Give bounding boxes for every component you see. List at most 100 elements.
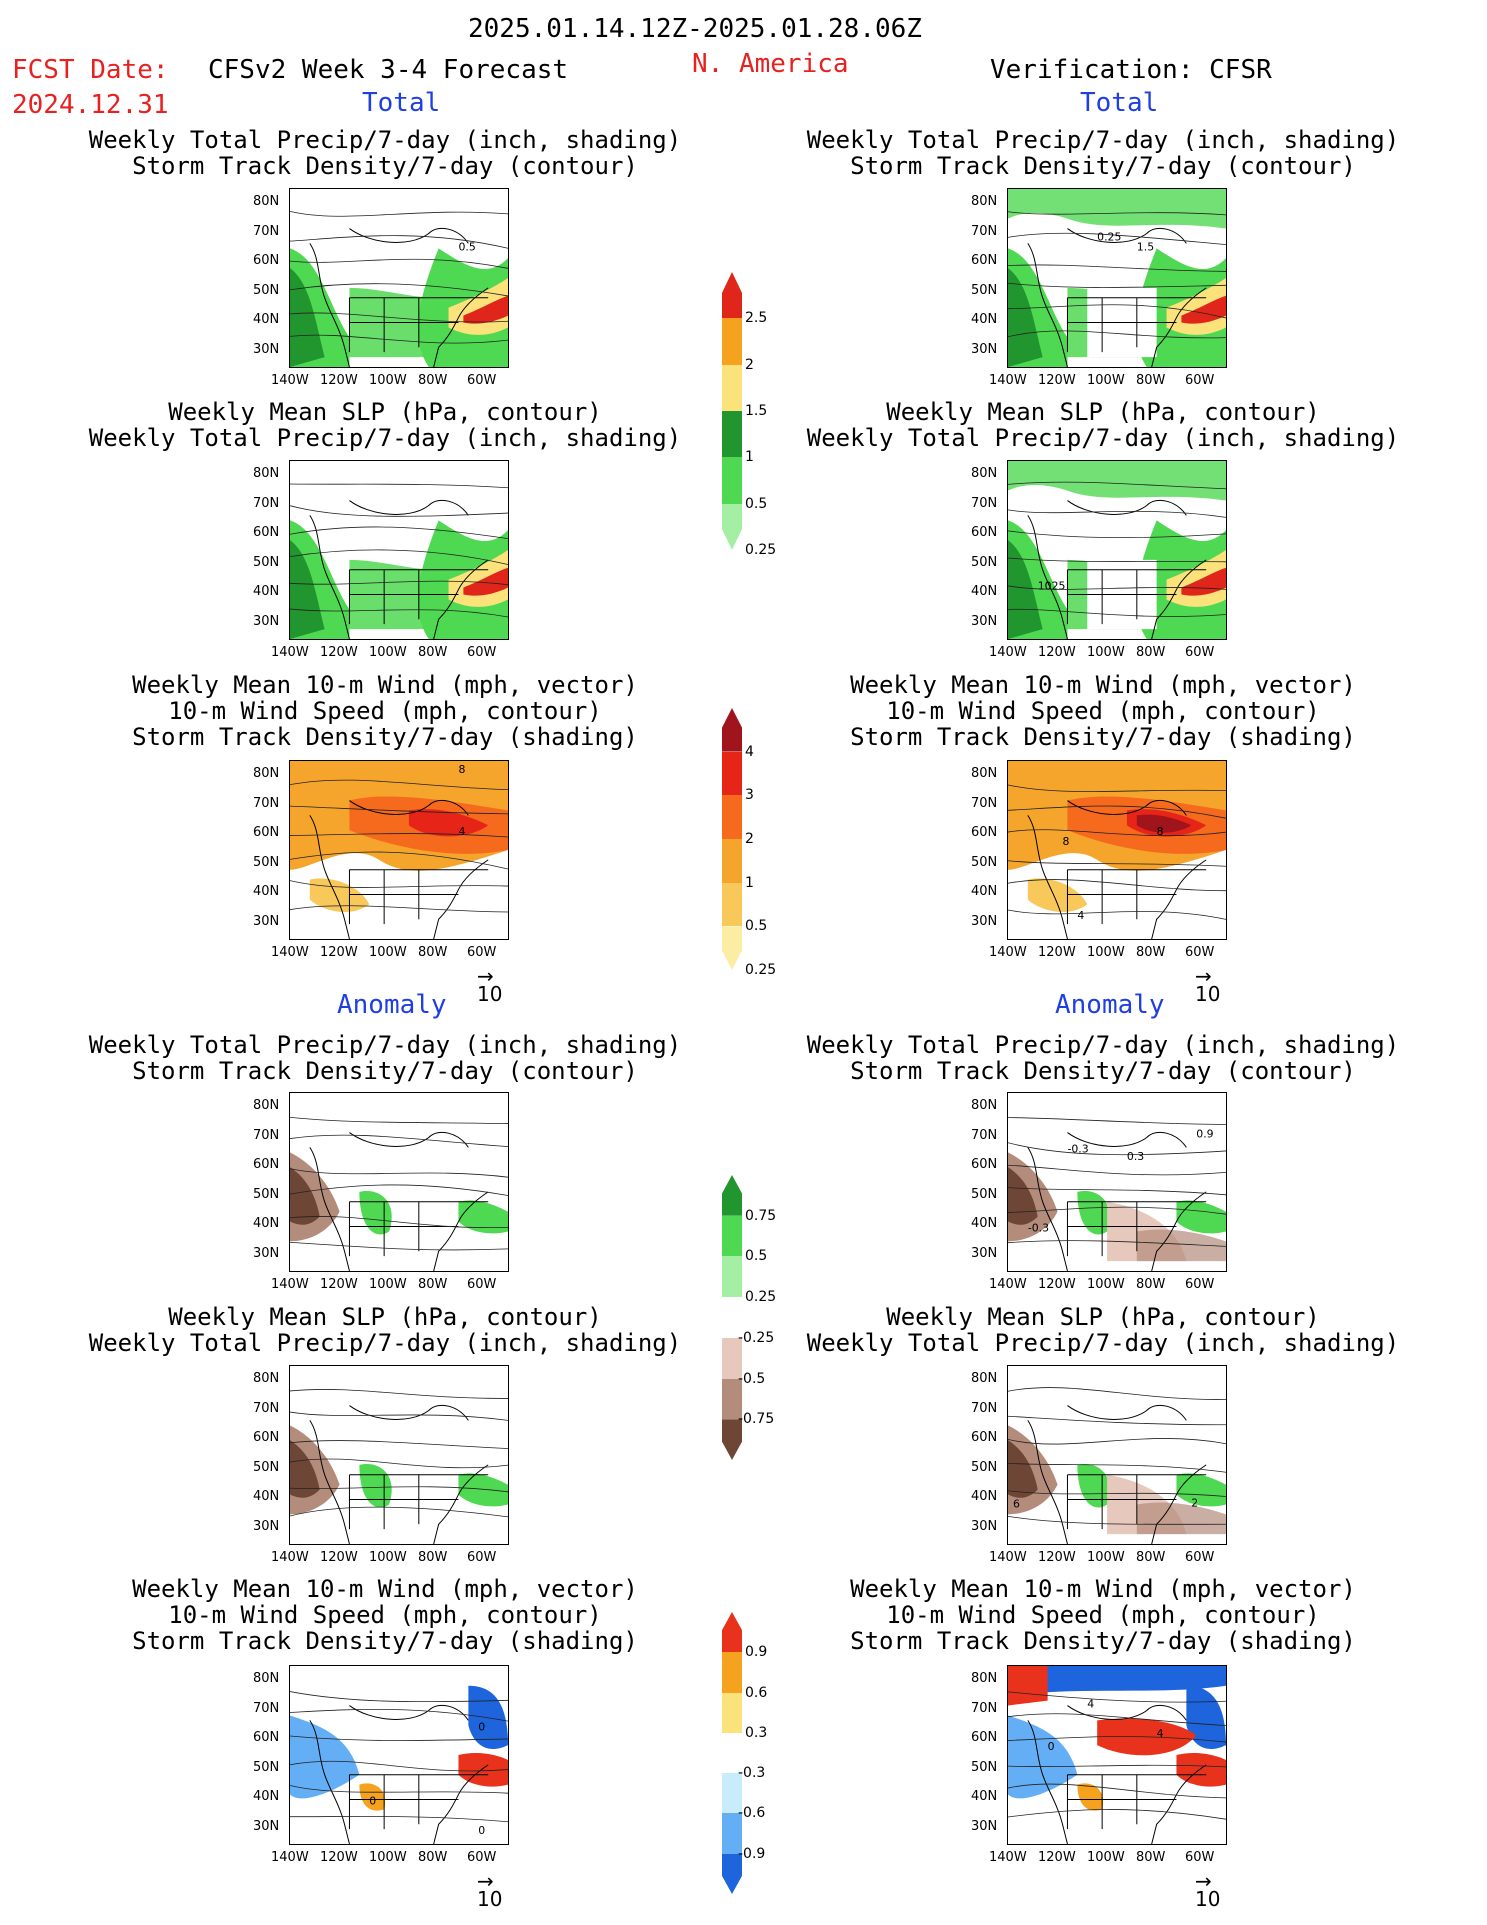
contour-value-label: 4 (1077, 909, 1084, 922)
lon-tick-label: 80W (1136, 1550, 1166, 1565)
contour-line (1008, 1462, 1226, 1473)
hudson-bay (349, 799, 469, 816)
lon-tick-label: 80W (418, 1850, 448, 1865)
lat-tick-label: 70N (253, 495, 280, 511)
lon-tick-label: 100W (1087, 1277, 1125, 1292)
lon-tick-label: 120W (1038, 645, 1076, 660)
contour-value-label: 0 (478, 1824, 485, 1837)
lon-tick-label: 100W (1087, 1550, 1125, 1565)
section-total-right: Total (1080, 88, 1159, 118)
lat-tick-label: 80N (253, 194, 280, 209)
lat-tick-label: 80N (253, 1098, 280, 1113)
colorbar-label: 0.25 (745, 542, 777, 558)
lat-tick-label: 80N (253, 766, 280, 781)
colorbar-label: 2 (745, 356, 754, 373)
contour-line (290, 505, 508, 517)
contour-value-label: 2 (1191, 1496, 1198, 1509)
coastline-layer (1027, 1131, 1207, 1271)
lat-tick-label: 80N (971, 1371, 998, 1386)
panom-pos-east (458, 1473, 508, 1507)
lat-tick-label: 40N (971, 1489, 998, 1504)
coastline-layer (1027, 799, 1207, 939)
lon-tick-label: 60W (467, 645, 497, 660)
contour-value-label: 0.9 (1196, 1128, 1213, 1141)
lon-tick-label: 60W (467, 1850, 497, 1865)
contour-line (1008, 585, 1226, 590)
state-borders (1066, 1474, 1207, 1530)
hudson-bay (349, 1131, 469, 1148)
contour-value-label: 8 (1063, 835, 1070, 848)
lon-tick-label: 140W (989, 1277, 1027, 1292)
lat-tick-label: 60N (253, 1430, 280, 1445)
panom-pos-east (1176, 1200, 1226, 1234)
lon-tick-label: 100W (369, 373, 407, 388)
contour-line (290, 1785, 508, 1794)
lat-tick-label: 60N (971, 253, 998, 268)
lon-tick-label: 80W (1136, 373, 1166, 388)
contour-line (1008, 1187, 1226, 1196)
panel-title-line: Weekly Mean SLP (hPa, contour) (886, 1303, 1320, 1331)
lat-tick-label: 50N (971, 1459, 998, 1475)
panom-pos-central (1077, 1190, 1110, 1235)
west-coast (309, 1420, 350, 1544)
contour-line (290, 905, 508, 913)
lon-tick-label: 60W (1185, 1277, 1215, 1292)
lat-tick-label: 30N (253, 1245, 280, 1261)
lon-tick-label: 80W (418, 373, 448, 388)
east-coast (433, 559, 489, 639)
verification-label: Verification: CFSR (990, 55, 1272, 85)
contour-layer (290, 483, 508, 618)
state-borders (1066, 297, 1207, 353)
sanom-pos-central (359, 1783, 386, 1811)
lat-tick-label: 40N (971, 312, 998, 327)
vector-reference-arrow: → (1195, 964, 1212, 988)
contour-line (290, 1411, 508, 1421)
panom-neg-west-strong (1008, 1440, 1038, 1498)
hudson-bay (349, 1704, 469, 1721)
colorbar-label: 1.5 (745, 403, 768, 419)
contour-line (290, 1168, 508, 1178)
colorbar-segment (722, 1773, 742, 1814)
west-coast (309, 1720, 350, 1844)
lon-tick-label: 80W (418, 645, 448, 660)
contour-layer (290, 211, 508, 344)
colorbar-label: -0.25 (738, 1329, 775, 1346)
state-borders (348, 1774, 489, 1830)
contour-line (290, 312, 508, 323)
colorbar-segment (722, 411, 742, 458)
lon-tick-label: 100W (1087, 1850, 1125, 1865)
colorbar-segment (722, 795, 742, 839)
lon-tick-label: 120W (1038, 945, 1076, 960)
panel-title-line: 10-m Wind Speed (mph, contour) (886, 1601, 1320, 1629)
contour-line (290, 1440, 508, 1449)
vector-reference-arrow: → (1195, 1869, 1212, 1893)
shading-layer (290, 1152, 508, 1242)
precip-north (1008, 189, 1226, 229)
contour-layer (290, 1691, 508, 1823)
contour-line (1008, 1764, 1226, 1768)
lat-tick-label: 70N (253, 1127, 280, 1143)
colorbar-segment (722, 1378, 742, 1420)
lon-tick-label: 60W (467, 945, 497, 960)
colorbar-segment (722, 1419, 742, 1460)
panom-neg-west-strong (1008, 1167, 1038, 1225)
contour-line (290, 211, 508, 217)
lat-tick-label: 70N (971, 1400, 998, 1416)
contour-value-label: 1.5 (1137, 240, 1154, 253)
precip-arctic (319, 204, 429, 236)
lat-tick-label: 40N (253, 1216, 280, 1231)
panom-pos-central (1077, 1463, 1110, 1508)
panom-neg-west-strong (290, 1167, 320, 1225)
vector-reference-arrow: → (477, 964, 494, 988)
colorbar-segment (722, 364, 742, 411)
east-coast (1151, 859, 1207, 939)
storm-peak (1136, 814, 1192, 833)
state-borders (348, 297, 489, 353)
colorbar-storm-total (722, 708, 742, 970)
shading-layer (1008, 1425, 1226, 1535)
lat-tick-label: 60N (971, 1157, 998, 1172)
lat-tick-label: 40N (971, 1216, 998, 1231)
contour-line (1008, 264, 1226, 272)
contour-layer (1008, 481, 1226, 617)
contour-line (290, 549, 508, 565)
